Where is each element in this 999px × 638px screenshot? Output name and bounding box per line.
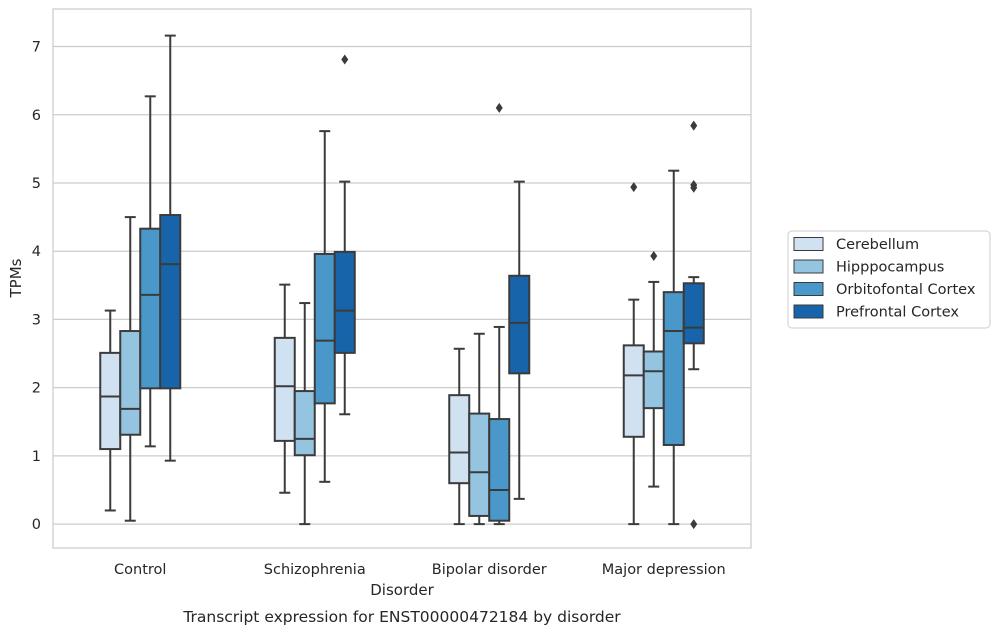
y-tick-label: 5: [32, 176, 41, 192]
y-tick-labels: 0 1 2 3 4 5 6 7: [32, 40, 41, 534]
box-iqr: [468, 412, 491, 517]
box-3-0: [622, 182, 645, 526]
box-iqr: [139, 227, 162, 390]
outlier-point: [630, 182, 638, 193]
box-0-0: [99, 309, 122, 512]
outlier-point: [690, 519, 698, 530]
outlier-point: [495, 102, 503, 113]
y-tick-label: 7: [32, 40, 41, 56]
box-iqr: [488, 418, 511, 522]
box-2-3: [508, 180, 531, 500]
box-iqr: [273, 336, 296, 442]
box-1-2: [313, 130, 336, 483]
box-iqr: [448, 394, 471, 485]
box-iqr: [682, 282, 705, 345]
box-iqr: [293, 390, 316, 457]
legend-item: Orbitofontal Cortex: [793, 282, 976, 298]
legend-label: Hipppocampus: [836, 260, 944, 276]
x-axis-label: Disorder: [370, 581, 434, 599]
legend-swatch: [793, 304, 824, 319]
box-groups: [99, 34, 705, 530]
box-iqr: [159, 214, 182, 390]
box-iqr: [662, 291, 685, 446]
box-1-1: [293, 302, 316, 526]
legend-label: Prefrontal Cortex: [836, 305, 959, 321]
legend-item: Cerebellum: [793, 237, 919, 253]
box-iqr: [622, 344, 645, 438]
box-1-0: [273, 283, 296, 494]
box-iqr: [119, 330, 142, 436]
outlier-point: [690, 182, 698, 193]
box-iqr: [333, 250, 356, 354]
y-tick-label: 2: [32, 381, 41, 397]
box-3-1: [642, 250, 665, 488]
box-iqr: [508, 274, 531, 375]
box-0-1: [119, 216, 142, 522]
x-tick-label: Bipolar disorder: [432, 562, 547, 578]
plot-frame: [52, 8, 752, 549]
box-0-3: [159, 34, 182, 462]
legend-swatch: [793, 259, 824, 274]
y-tick-label: 4: [32, 244, 41, 260]
x-tick-labels: Control Schizophrenia Bipolar disorder Majo…: [114, 562, 726, 578]
box-2-2: [488, 102, 511, 526]
box-iqr: [313, 252, 336, 405]
legend-swatch: [793, 237, 824, 251]
outlier-point: [650, 250, 658, 261]
y-axis-label: TPMs: [7, 258, 25, 298]
x-tick-label: Control: [114, 562, 166, 578]
box-1-3: [333, 54, 356, 416]
legend-swatch: [793, 282, 824, 296]
legend-label: Cerebellum: [836, 237, 919, 253]
x-tick-label: Major depression: [602, 562, 726, 578]
y-tick-label: 1: [32, 449, 41, 465]
box-0-2: [139, 95, 162, 448]
chart-title: Transcript expression for ENST0000047218…: [182, 608, 621, 626]
box-iqr: [642, 350, 665, 410]
y-tick-label: 0: [32, 517, 41, 533]
box-3-3: [682, 120, 705, 530]
legend-label: Orbitofontal Cortex: [836, 282, 976, 298]
box-iqr: [99, 351, 122, 451]
box-3-2: [662, 169, 685, 526]
y-tick-label: 6: [32, 108, 41, 124]
legend-item: Prefrontal Cortex: [793, 304, 959, 321]
y-tick-label: 3: [32, 312, 41, 328]
legend-frame: [787, 230, 991, 329]
outlier-point: [341, 54, 349, 65]
legend-item: Hipppocampus: [793, 259, 944, 276]
box-2-0: [448, 347, 471, 526]
outlier-point: [690, 120, 698, 131]
x-tick-label: Schizophrenia: [264, 562, 366, 578]
legend: Cerebellum Hipppocampus Orbitofontal Corte…: [787, 230, 991, 329]
